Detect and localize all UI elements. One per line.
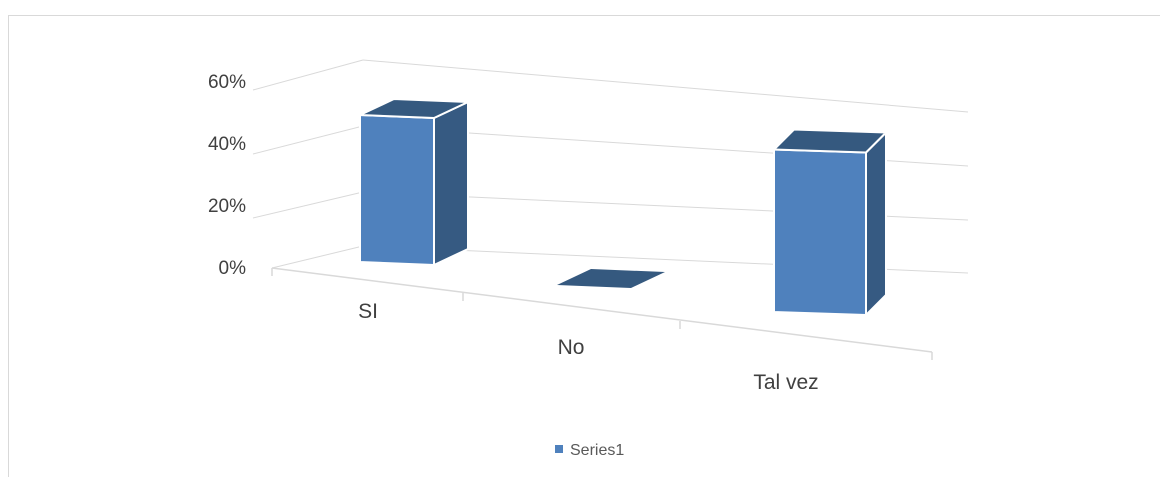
gridline	[252, 125, 364, 155]
legend-label: Series1	[570, 442, 624, 459]
chart-frame	[8, 15, 1160, 477]
category-label: No	[558, 336, 585, 359]
gridline	[271, 245, 364, 269]
bar-side	[865, 130, 887, 318]
bar-top	[557, 269, 665, 288]
gridline	[252, 59, 364, 91]
bar-top	[771, 128, 889, 154]
y-tick-label: 20%	[208, 196, 246, 217]
bar-side	[433, 100, 469, 267]
legend: Series1	[555, 442, 624, 459]
bar-front	[773, 148, 867, 317]
legend-swatch	[555, 445, 563, 453]
y-tick-label: 60%	[208, 72, 246, 93]
category-label: Tal vez	[753, 371, 818, 394]
gridline	[362, 59, 969, 113]
bar-top	[359, 97, 469, 120]
axes	[271, 267, 933, 360]
bars	[359, 97, 889, 318]
y-tick-label: 40%	[208, 134, 246, 155]
bar-front	[359, 113, 435, 267]
gridline	[252, 191, 364, 219]
x-axis-line	[271, 267, 933, 353]
y-tick-label: 0%	[219, 258, 247, 279]
category-labels: SI No Tal vez	[358, 300, 819, 394]
y-tick-labels: 0% 20% 40% 60%	[208, 72, 246, 279]
category-label: SI	[358, 300, 378, 323]
